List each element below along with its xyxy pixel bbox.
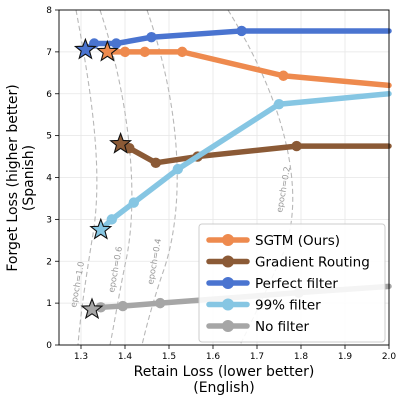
legend-label: Perfect filter xyxy=(255,276,338,292)
data-point xyxy=(172,163,183,175)
series-layer xyxy=(73,25,392,320)
data-point xyxy=(111,38,122,49)
legend-swatch-marker xyxy=(222,298,234,311)
legend-label: Gradient Routing xyxy=(255,255,370,271)
legend-item-sgtm-ours: SGTM (Ours) xyxy=(206,233,340,249)
y-tick-label: 6 xyxy=(46,90,52,100)
data-point xyxy=(146,32,157,43)
tick-layer: 1.3 1.4 1.5 1.6 1.7 1.8 1.9 2.0 0 1 2 3 4 5 6 7 8 xyxy=(46,6,396,362)
data-point xyxy=(155,297,166,309)
start-star-marker xyxy=(89,217,113,240)
epoch-contour-label: epoch=1.0 xyxy=(69,261,87,309)
y-tick-label: 5 xyxy=(46,132,52,142)
y-tick-label: 7 xyxy=(46,48,52,58)
start-star-marker xyxy=(80,297,104,320)
series-line xyxy=(98,91,392,233)
data-point xyxy=(128,197,139,208)
legend-label: No filter xyxy=(255,319,310,335)
y-axis-title-line-2: (Spanish) xyxy=(21,145,37,211)
start-star-marker xyxy=(73,37,97,60)
legend-swatch-marker xyxy=(222,255,234,268)
data-point xyxy=(117,300,128,312)
legend-item-perfect-filter: Perfect filter xyxy=(206,276,338,292)
legend-label: SGTM (Ours) xyxy=(255,233,340,249)
legend-swatch-marker xyxy=(222,234,234,246)
data-point xyxy=(150,157,161,169)
legend-item-no-filter: No filter xyxy=(206,319,310,335)
y-axis-title-line-1: Forget Loss (higher better) xyxy=(5,84,21,271)
x-axis-title-line-1: Retain Loss (lower better) xyxy=(134,364,315,380)
x-tick-label: 1.4 xyxy=(118,352,133,362)
y-tick-label: 3 xyxy=(46,215,52,225)
series-line xyxy=(117,141,392,166)
data-point xyxy=(106,214,118,225)
data-point xyxy=(139,46,150,58)
epoch-contour-line xyxy=(75,9,98,346)
x-tick-label: 1.9 xyxy=(338,352,353,362)
series-perfect-filter xyxy=(73,25,392,60)
legend-item-99-filter: 99% filter xyxy=(206,298,321,314)
data-point xyxy=(177,46,188,58)
legend-swatch-marker xyxy=(222,277,234,289)
series-99-filter xyxy=(89,91,392,240)
x-tick-label: 1.7 xyxy=(250,352,264,362)
y-tick-label: 2 xyxy=(46,257,52,267)
x-tick-label: 2.0 xyxy=(382,352,397,362)
data-point xyxy=(291,140,302,152)
epoch-contour-label: epoch=0.2 xyxy=(275,166,293,214)
y-tick-label: 1 xyxy=(46,299,52,309)
x-tick-label: 1.8 xyxy=(294,352,309,362)
y-tick-label: 4 xyxy=(46,174,52,184)
series-line xyxy=(82,28,392,53)
y-tick-label: 8 xyxy=(46,6,52,16)
x-tick-label: 1.6 xyxy=(206,352,221,362)
data-point xyxy=(236,25,247,37)
legend-item-gradient-routing: Gradient Routing xyxy=(206,255,370,271)
legend: SGTM (Ours) Gradient Routing Perfect filte… xyxy=(198,223,386,343)
epoch-contour-line xyxy=(141,9,178,346)
data-point xyxy=(273,99,285,110)
start-star-marker xyxy=(95,39,119,62)
y-tick-label: 0 xyxy=(46,341,52,351)
legend-swatch-marker xyxy=(222,320,234,332)
start-star-marker xyxy=(109,131,133,154)
legend-box xyxy=(198,223,386,343)
data-point xyxy=(119,46,131,58)
series-line xyxy=(104,49,392,89)
data-point xyxy=(278,70,289,81)
epoch-contour-line xyxy=(99,9,133,346)
legend-label: 99% filter xyxy=(255,298,321,314)
series-sgtm-ours xyxy=(95,39,392,89)
epoch-contour-label: epoch=0.6 xyxy=(107,246,125,294)
x-axis-title-line-2: (English) xyxy=(193,380,254,396)
x-tick-label: 1.5 xyxy=(162,352,176,362)
series-gradient-routing xyxy=(109,131,392,169)
x-tick-label: 1.3 xyxy=(74,352,88,362)
